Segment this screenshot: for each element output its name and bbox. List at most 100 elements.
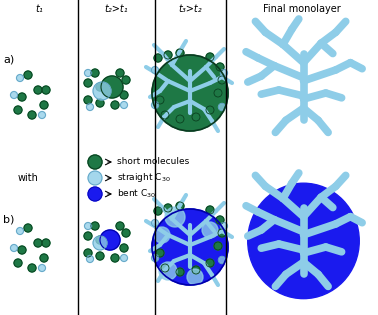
Circle shape bbox=[116, 69, 124, 77]
Circle shape bbox=[154, 207, 162, 215]
Circle shape bbox=[161, 264, 169, 272]
Circle shape bbox=[14, 259, 22, 267]
Circle shape bbox=[91, 222, 99, 230]
Circle shape bbox=[11, 244, 17, 251]
Circle shape bbox=[85, 70, 91, 77]
Circle shape bbox=[176, 268, 184, 276]
Circle shape bbox=[154, 227, 170, 243]
Circle shape bbox=[93, 82, 111, 100]
Text: bent C$_{30}$: bent C$_{30}$ bbox=[117, 188, 156, 200]
Circle shape bbox=[28, 111, 36, 119]
Circle shape bbox=[120, 244, 128, 252]
Circle shape bbox=[111, 101, 119, 109]
Circle shape bbox=[96, 252, 104, 260]
Circle shape bbox=[34, 239, 42, 247]
Circle shape bbox=[84, 96, 92, 104]
Circle shape bbox=[39, 112, 45, 118]
Circle shape bbox=[164, 204, 172, 212]
Text: t₂>t₁: t₂>t₁ bbox=[104, 4, 128, 14]
Circle shape bbox=[120, 91, 128, 99]
Circle shape bbox=[28, 264, 36, 272]
Circle shape bbox=[192, 113, 200, 121]
Circle shape bbox=[24, 71, 32, 79]
Circle shape bbox=[88, 187, 102, 201]
Circle shape bbox=[192, 266, 200, 274]
Circle shape bbox=[152, 55, 228, 131]
Circle shape bbox=[165, 207, 185, 227]
Circle shape bbox=[104, 236, 112, 244]
Circle shape bbox=[96, 83, 104, 91]
Circle shape bbox=[152, 66, 158, 73]
Circle shape bbox=[87, 255, 93, 262]
Circle shape bbox=[17, 75, 23, 82]
Circle shape bbox=[214, 89, 222, 97]
Circle shape bbox=[214, 242, 222, 250]
Circle shape bbox=[84, 232, 92, 240]
Circle shape bbox=[18, 93, 26, 101]
Circle shape bbox=[164, 51, 172, 59]
Circle shape bbox=[88, 171, 102, 185]
Circle shape bbox=[218, 229, 226, 237]
Text: Final monolayer: Final monolayer bbox=[263, 4, 341, 14]
Circle shape bbox=[176, 202, 184, 210]
Circle shape bbox=[202, 222, 218, 238]
Circle shape bbox=[218, 104, 226, 111]
Circle shape bbox=[156, 96, 164, 104]
Text: straight C$_{30}$: straight C$_{30}$ bbox=[117, 171, 171, 185]
Circle shape bbox=[42, 239, 50, 247]
Circle shape bbox=[91, 69, 99, 77]
Circle shape bbox=[93, 236, 107, 250]
Circle shape bbox=[111, 254, 119, 262]
Circle shape bbox=[152, 255, 158, 261]
Circle shape bbox=[152, 220, 158, 226]
Circle shape bbox=[206, 106, 214, 114]
Circle shape bbox=[152, 209, 228, 285]
Circle shape bbox=[206, 259, 214, 267]
Circle shape bbox=[24, 224, 32, 232]
Circle shape bbox=[18, 246, 26, 254]
Circle shape bbox=[40, 101, 48, 109]
Text: a): a) bbox=[3, 55, 14, 65]
Circle shape bbox=[42, 86, 50, 94]
Circle shape bbox=[220, 222, 228, 230]
Circle shape bbox=[100, 230, 120, 250]
Circle shape bbox=[34, 86, 42, 94]
Circle shape bbox=[218, 256, 226, 264]
Circle shape bbox=[121, 255, 127, 261]
Text: short molecules: short molecules bbox=[117, 158, 189, 167]
Circle shape bbox=[121, 101, 127, 108]
Circle shape bbox=[116, 222, 124, 230]
Circle shape bbox=[122, 76, 130, 84]
Circle shape bbox=[206, 206, 214, 214]
Circle shape bbox=[39, 265, 45, 272]
Circle shape bbox=[220, 70, 228, 77]
Circle shape bbox=[40, 254, 48, 262]
Circle shape bbox=[206, 53, 214, 61]
Circle shape bbox=[11, 91, 17, 99]
Circle shape bbox=[17, 227, 23, 234]
Circle shape bbox=[84, 79, 92, 87]
Circle shape bbox=[176, 115, 184, 123]
Circle shape bbox=[104, 83, 112, 91]
Circle shape bbox=[187, 269, 203, 285]
Circle shape bbox=[87, 104, 93, 111]
Circle shape bbox=[154, 54, 162, 62]
Circle shape bbox=[248, 183, 359, 299]
Circle shape bbox=[176, 49, 184, 57]
Text: t₃>t₂: t₃>t₂ bbox=[178, 4, 202, 14]
Circle shape bbox=[96, 99, 104, 107]
Text: with: with bbox=[18, 173, 39, 183]
Circle shape bbox=[122, 229, 130, 237]
Circle shape bbox=[218, 76, 226, 84]
Circle shape bbox=[88, 155, 102, 169]
Circle shape bbox=[96, 236, 104, 244]
Circle shape bbox=[85, 222, 91, 230]
Circle shape bbox=[156, 249, 164, 257]
Circle shape bbox=[159, 262, 177, 280]
Circle shape bbox=[101, 76, 123, 98]
Text: t₁: t₁ bbox=[35, 4, 43, 14]
Circle shape bbox=[216, 216, 224, 224]
Circle shape bbox=[152, 101, 158, 108]
Circle shape bbox=[14, 106, 22, 114]
Circle shape bbox=[161, 111, 169, 119]
